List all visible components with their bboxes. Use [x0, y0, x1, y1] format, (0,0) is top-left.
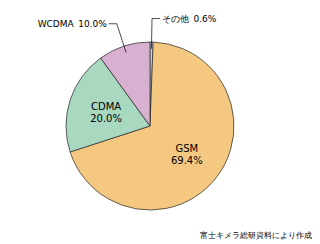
slice-label: WCDMA10.0%	[38, 19, 108, 29]
pie: その他 0.6% GSM69.4% CDMA20.0% WCDMA10.0%	[38, 14, 234, 210]
category-label: その他	[162, 14, 189, 24]
slices	[66, 42, 234, 210]
chart: その他 0.6% GSM69.4% CDMA20.0% WCDMA10.0% 富士キメラ総…	[0, 0, 320, 244]
value-label: 69.4%	[171, 155, 203, 166]
slice-label: GSM69.4%	[171, 143, 203, 166]
category-label: GSM	[175, 143, 198, 154]
slice-label: その他 0.6%	[162, 14, 217, 24]
slice-label: CDMA20.0%	[90, 101, 122, 124]
value-label: 0.6%	[194, 14, 217, 24]
category-label: WCDMA	[38, 19, 75, 29]
value-label: 10.0%	[78, 19, 107, 29]
leader-line	[109, 24, 126, 53]
caption: 富士キメラ総研資料により作成	[200, 231, 312, 240]
labels: その他 0.6% GSM69.4% CDMA20.0% WCDMA10.0%	[38, 14, 217, 166]
value-label: 20.0%	[90, 113, 122, 124]
category-label: CDMA	[91, 101, 121, 112]
leader-line	[151, 18, 160, 48]
